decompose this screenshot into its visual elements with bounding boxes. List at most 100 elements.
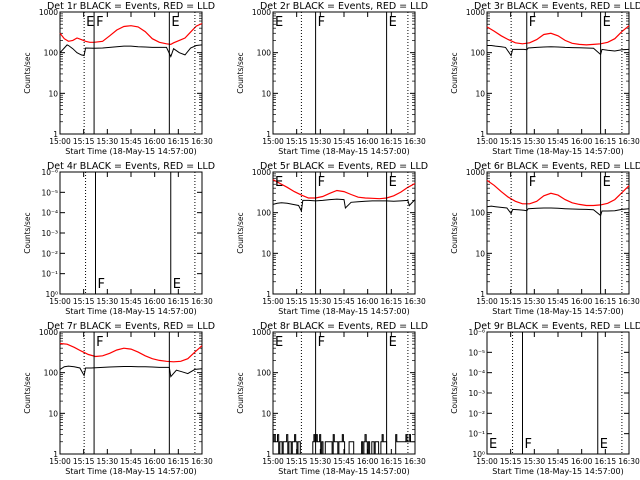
y-tick-label: 10⁻⁴ (468, 369, 485, 378)
x-tick-label: 15:00 (476, 297, 498, 306)
y-tick-label: 1000 (252, 8, 271, 17)
x-tick-label: 16:00 (571, 297, 593, 306)
x-tick-label: 15:15 (500, 137, 522, 146)
x-tick-label: 15:15 (500, 297, 522, 306)
y-axis-label: Counts/sec (450, 212, 459, 253)
plot-frame (59, 331, 203, 455)
chart-panel-5: Det 5r BLACK = Events, RED = LLD 1 10 100 10… (236, 161, 428, 316)
y-tick-label: 1000 (252, 168, 271, 177)
x-tick-label: 15:00 (49, 137, 71, 146)
y-axis-label: Counts/sec (450, 372, 459, 413)
y-tick-label: 10 (261, 89, 271, 98)
y-tick-label: 1 (266, 290, 271, 299)
chart-title: Det 2r BLACK = Events, RED = LLD (260, 1, 428, 12)
series-line-lld (59, 22, 203, 46)
marker-label: F (529, 15, 536, 30)
chart-title: Det 5r BLACK = Events, RED = LLD (260, 161, 428, 172)
series-line-lld (59, 342, 203, 363)
y-tick-label: 10⁻⁶ (468, 328, 485, 337)
marker-label: E (389, 175, 397, 190)
x-tick-label: 15:00 (476, 137, 498, 146)
x-tick-label: 15:30 (524, 457, 546, 466)
y-axis-label: Counts/sec (23, 212, 32, 253)
y-tick-label: 1000 (466, 168, 485, 177)
x-tick-label: 15:00 (262, 137, 284, 146)
y-tick-label: 100 (257, 369, 272, 378)
x-tick-label: 15:45 (120, 457, 142, 466)
x-tick-label: 15:45 (120, 137, 142, 146)
x-axis-label: Start Time (18-May-15 14:57:00) (65, 467, 196, 476)
series-line-events (272, 198, 416, 213)
x-tick-label: 15:00 (262, 457, 284, 466)
x-tick-label: 15:15 (500, 457, 522, 466)
marker-label: E (489, 437, 497, 452)
chart-title: Det 6r BLACK = Events, RED = LLD (474, 161, 640, 172)
x-tick-label: 16:15 (595, 297, 617, 306)
marker-label: F (98, 277, 105, 292)
y-tick-label: 10⁻⁵ (468, 348, 485, 357)
x-tick-label: 15:00 (262, 297, 284, 306)
series-line-lld (272, 179, 416, 200)
y-tick-label: 1 (266, 450, 271, 459)
y-tick-label: 10⁻⁴ (41, 209, 58, 218)
y-tick-label: 100 (44, 369, 59, 378)
y-axis-label: Counts/sec (236, 212, 245, 253)
x-tick-label: 15:30 (97, 297, 119, 306)
y-tick-label: 10⁻³ (41, 229, 58, 238)
y-tick-label: 10⁻⁶ (41, 168, 58, 177)
chart-panel-1: Det 1r BLACK = Events, RED = LLD 1 10 100 10… (23, 1, 215, 156)
chart-panel-6: Det 6r BLACK = Events, RED = LLD 1 10 100 10… (450, 161, 640, 316)
y-tick-label: 1 (266, 130, 271, 139)
x-tick-label: 15:15 (286, 457, 308, 466)
x-tick-label: 16:15 (168, 297, 190, 306)
x-tick-label: 15:15 (73, 457, 95, 466)
y-tick-label: 10⁰ (45, 290, 58, 299)
y-tick-label: 10⁻² (468, 409, 485, 418)
x-tick-label: 15:30 (310, 297, 332, 306)
x-axis-label: Start Time (18-May-15 14:57:00) (65, 307, 196, 316)
x-axis-label: Start Time (18-May-15 14:57:00) (492, 147, 623, 156)
y-axis-label: Counts/sec (236, 372, 245, 413)
y-tick-label: 1000 (466, 8, 485, 17)
y-tick-label: 1 (53, 130, 58, 139)
marker-label: E (86, 15, 94, 30)
y-tick-label: 10 (475, 89, 485, 98)
chart-title: Det 1r BLACK = Events, RED = LLD (47, 1, 215, 12)
marker-label: F (96, 335, 103, 350)
x-tick-label: 15:45 (547, 457, 569, 466)
chart-title: Det 8r BLACK = Events, RED = LLD (260, 321, 428, 332)
y-tick-label: 10 (48, 409, 58, 418)
x-axis-label: Start Time (18-May-15 14:57:00) (492, 307, 623, 316)
y-tick-label: 100 (257, 209, 272, 218)
x-tick-label: 16:15 (381, 457, 403, 466)
x-tick-label: 16:30 (618, 457, 640, 466)
y-tick-label: 1000 (252, 328, 271, 337)
y-tick-label: 100 (44, 49, 59, 58)
x-tick-label: 16:15 (381, 297, 403, 306)
y-tick-label: 100 (471, 49, 486, 58)
marker-label: F (318, 335, 325, 350)
y-tick-label: 10⁰ (472, 450, 485, 459)
x-tick-label: 16:30 (191, 137, 213, 146)
plot-frame (59, 11, 203, 135)
marker-label: E (603, 175, 611, 190)
y-tick-label: 10⁻⁵ (41, 188, 58, 197)
x-tick-label: 16:00 (357, 457, 379, 466)
marker-label: E (389, 335, 397, 350)
chart-panel-7: Det 7r BLACK = Events, RED = LLD 1 10 100 10… (23, 321, 215, 476)
x-axis-label: Start Time (18-May-15 14:57:00) (65, 147, 196, 156)
x-tick-label: 15:15 (286, 137, 308, 146)
marker-label: E (603, 15, 611, 30)
marker-label: F (525, 437, 532, 452)
x-tick-label: 16:15 (168, 137, 190, 146)
chart-panel-9: Det 9r BLACK = Events, RED = LLD 10⁰ 10⁻¹ 1… (450, 321, 640, 476)
plot-frame (272, 171, 416, 295)
y-tick-label: 10 (261, 409, 271, 418)
series-line-events (486, 205, 630, 217)
marker-label: E (389, 15, 397, 30)
chart-title: Det 9r BLACK = Events, RED = LLD (474, 321, 640, 332)
x-tick-label: 16:00 (571, 457, 593, 466)
y-tick-label: 10⁻¹ (468, 430, 485, 439)
x-tick-label: 15:30 (524, 297, 546, 306)
chart-title: Det 7r BLACK = Events, RED = LLD (47, 321, 215, 332)
